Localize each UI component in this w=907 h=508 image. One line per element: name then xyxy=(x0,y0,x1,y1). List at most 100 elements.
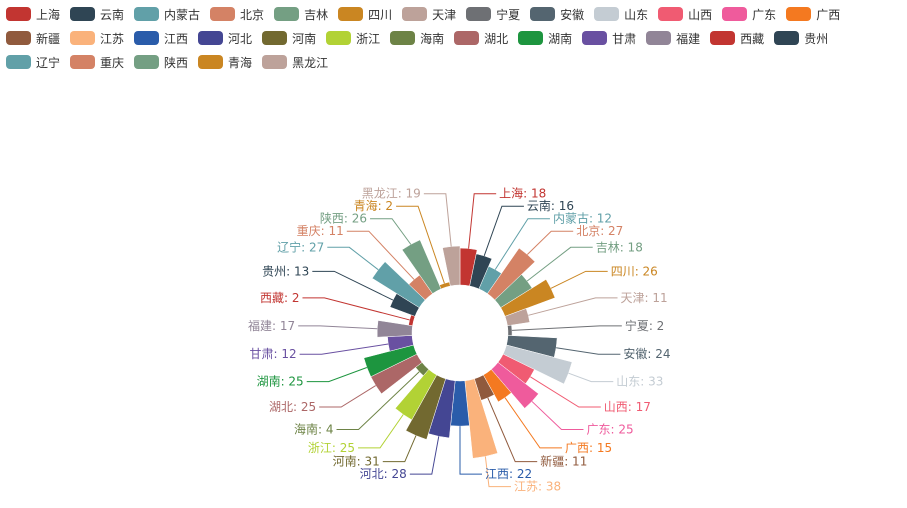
legend-label: 广西 xyxy=(816,7,841,22)
legend-label: 云南 xyxy=(100,7,125,22)
rose-slice-湖南[interactable] xyxy=(363,344,418,378)
slice-label: 广西: 15 xyxy=(565,441,612,455)
rose-slice-陕西[interactable] xyxy=(401,239,442,294)
legend-swatch xyxy=(198,31,224,45)
slice-label: 河北: 28 xyxy=(360,467,407,481)
legend-label: 辽宁 xyxy=(36,55,61,70)
slice-label: 贵州: 13 xyxy=(262,264,309,278)
leader-line xyxy=(487,397,538,463)
legend-item[interactable]: 甘肃 xyxy=(582,26,636,50)
rose-slice-浙江[interactable] xyxy=(394,369,438,421)
rose-slice-云南[interactable] xyxy=(469,253,493,290)
legend-label: 贵州 xyxy=(804,31,829,46)
legend-label: 重庆 xyxy=(100,55,125,70)
rose-slice-山东[interactable] xyxy=(502,344,573,385)
leader-line xyxy=(483,205,524,257)
legend-item[interactable]: 云南 xyxy=(70,2,124,26)
legend-label: 四川 xyxy=(368,7,393,22)
slice-label: 辽宁: 27 xyxy=(277,239,324,254)
slice-label: 甘肃: 12 xyxy=(249,347,296,361)
legend-swatch xyxy=(134,31,160,45)
leader-line xyxy=(512,325,622,331)
rose-slice-福建[interactable] xyxy=(376,320,413,338)
legend-label: 海南 xyxy=(420,31,445,46)
leader-line xyxy=(336,371,420,430)
legend-swatch xyxy=(6,55,31,69)
rose-slice-上海[interactable] xyxy=(459,247,478,287)
legend-label: 福建 xyxy=(676,31,701,46)
legend-item[interactable]: 海南 xyxy=(390,26,444,50)
legend-item[interactable]: 内蒙古 xyxy=(134,2,200,26)
slice-label: 海南: 4 xyxy=(294,421,334,436)
legend-swatch xyxy=(466,7,492,21)
legend-item[interactable]: 四川 xyxy=(338,2,392,26)
rose-slice-天津[interactable] xyxy=(504,308,531,327)
legend-item[interactable]: 北京 xyxy=(210,2,264,26)
legend-item[interactable]: 宁夏 xyxy=(466,2,520,26)
legend-label: 宁夏 xyxy=(496,7,521,22)
slice-label: 宁夏: 2 xyxy=(625,318,665,333)
rose-slice-四川[interactable] xyxy=(500,279,556,317)
rose-slice-西藏[interactable] xyxy=(408,314,416,327)
legend-item[interactable]: 青海 xyxy=(198,50,252,74)
slice-label: 新疆: 11 xyxy=(540,454,587,469)
legend-item[interactable]: 山东 xyxy=(594,2,648,26)
legend-item[interactable]: 江西 xyxy=(134,26,188,50)
legend-item[interactable]: 重庆 xyxy=(70,50,124,74)
rose-slice-辽宁[interactable] xyxy=(371,261,426,308)
legend-item[interactable]: 陕西 xyxy=(134,50,188,74)
legend-swatch xyxy=(210,7,236,21)
legend-item[interactable]: 辽宁 xyxy=(6,50,60,74)
slice-label: 安徽: 24 xyxy=(623,346,670,361)
legend-swatch xyxy=(402,7,428,21)
legend-item[interactable]: 山西 xyxy=(658,2,712,26)
legend-item[interactable]: 新疆 xyxy=(6,26,60,50)
leader-line xyxy=(298,325,378,330)
rose-slice-北京[interactable] xyxy=(487,247,536,301)
legend-item[interactable]: 安徽 xyxy=(530,2,584,26)
legend-label: 上海 xyxy=(36,7,61,22)
legend-item[interactable]: 福建 xyxy=(646,26,700,50)
slice-label: 吉林: 18 xyxy=(596,240,643,254)
legend-swatch xyxy=(70,55,96,69)
slice-label: 青海: 2 xyxy=(354,198,394,213)
legend-item[interactable]: 西藏 xyxy=(710,26,764,50)
rose-slice-广西[interactable] xyxy=(482,369,512,403)
rose-slice-宁夏[interactable] xyxy=(507,324,513,336)
rose-slice-青海[interactable] xyxy=(439,281,451,290)
legend-swatch xyxy=(262,31,288,45)
legend-item[interactable]: 黑龙江 xyxy=(262,50,328,74)
legend-item[interactable]: 贵州 xyxy=(774,26,828,50)
legend-item[interactable]: 江苏 xyxy=(70,26,124,50)
legend-item[interactable]: 广西 xyxy=(786,2,840,26)
legend-swatch xyxy=(786,7,812,21)
slice-label: 福建: 17 xyxy=(248,318,295,333)
leader-line xyxy=(346,230,415,280)
legend-label: 河南 xyxy=(292,31,317,46)
leader-line xyxy=(531,401,584,430)
legend-label: 江苏 xyxy=(100,31,125,46)
legend-item[interactable]: 湖南 xyxy=(518,26,572,50)
rose-slice-广东[interactable] xyxy=(490,362,539,409)
rose-slice-河南[interactable] xyxy=(405,374,446,440)
rose-slice-黑龙江[interactable] xyxy=(442,245,461,287)
slice-label: 浙江: 25 xyxy=(308,441,355,455)
leader-line xyxy=(423,193,452,247)
legend-swatch xyxy=(70,7,96,21)
legend-item[interactable]: 天津 xyxy=(402,2,456,26)
legend-item[interactable]: 浙江 xyxy=(326,26,380,50)
slice-label: 山西: 17 xyxy=(604,400,651,414)
legend-item[interactable]: 河南 xyxy=(262,26,316,50)
legend-item[interactable]: 湖北 xyxy=(454,26,508,50)
legend-label: 江西 xyxy=(164,31,189,46)
leader-line xyxy=(504,397,562,449)
legend-item[interactable]: 吉林 xyxy=(274,2,328,26)
leader-line xyxy=(550,270,608,289)
legend-item[interactable]: 广东 xyxy=(722,2,776,26)
leader-line xyxy=(494,218,550,270)
leader-line xyxy=(409,436,440,475)
rose-slice-江苏[interactable] xyxy=(464,378,499,459)
legend-item[interactable]: 河北 xyxy=(198,26,252,50)
leader-line xyxy=(530,376,601,408)
legend-item[interactable]: 上海 xyxy=(6,2,60,26)
